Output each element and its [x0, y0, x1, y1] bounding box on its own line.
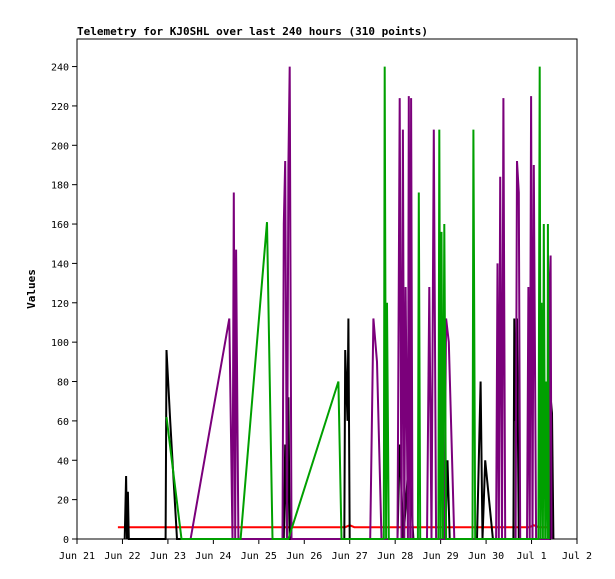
y-tick-label: 160 — [51, 220, 69, 231]
x-tick-label: Jun 24 — [195, 551, 231, 562]
series-line-3 — [189, 66, 553, 540]
x-axis: Jun 21 Jun 22 Jun 23 Jun 24 Jun 25 Jun 26 Jun … — [59, 539, 592, 562]
x-tick-label: Jun 29 — [423, 551, 459, 562]
series-line-1 — [117, 524, 550, 529]
x-tick-label: Jun 23 — [150, 551, 186, 562]
y-tick-label: 80 — [57, 378, 69, 389]
x-tick-label: Jun 25 — [241, 551, 277, 562]
chart-title: Telemetry for KJ0SHL over last 240 hours… — [77, 25, 428, 38]
y-tick-label: 60 — [57, 417, 69, 428]
x-tick-label: Jul 2 — [562, 551, 592, 562]
series-line-4 — [165, 66, 550, 540]
y-tick-label: 100 — [51, 338, 69, 349]
x-tick-label: Jun 26 — [286, 551, 322, 562]
y-axis-label: Values — [25, 269, 38, 309]
y-tick-label: 140 — [51, 259, 69, 270]
x-tick-label: Jun 22 — [104, 551, 140, 562]
x-tick-label: Jul 1 — [516, 551, 546, 562]
y-tick-label: 40 — [57, 456, 69, 467]
y-tick-label: 0 — [63, 535, 69, 546]
y-tick-label: 120 — [51, 299, 69, 310]
y-axis: 0 20 40 60 80 100 120 140 160 180 200 220 240 — [51, 63, 77, 546]
y-tick-label: 200 — [51, 141, 69, 152]
y-tick-label: 180 — [51, 181, 69, 192]
x-tick-label: Jun 27 — [332, 551, 368, 562]
x-tick-label: Jun 30 — [468, 551, 504, 562]
series-group — [117, 66, 555, 540]
x-tick-label: Jun 28 — [377, 551, 413, 562]
y-tick-label: 20 — [57, 496, 69, 507]
x-tick-label: Jun 21 — [59, 551, 95, 562]
y-tick-label: 240 — [51, 63, 69, 74]
y-tick-label: 220 — [51, 102, 69, 113]
